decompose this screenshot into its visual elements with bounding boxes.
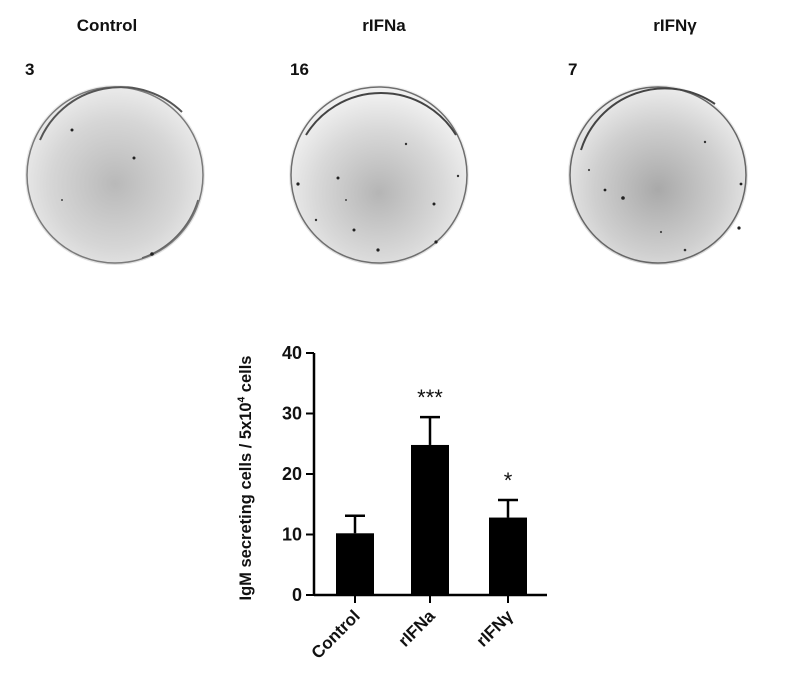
y-axis-label: IgM secreting cells / 5x104 cells bbox=[236, 356, 256, 601]
well-title-rifna: rIFNa bbox=[362, 16, 406, 35]
well-title-control: Control bbox=[76, 16, 138, 35]
x-tick-label: rIFNa bbox=[395, 606, 440, 651]
y-tick-label: 20 bbox=[282, 464, 302, 484]
y-tick-label: 0 bbox=[292, 585, 302, 605]
y-tick-label: 40 bbox=[282, 343, 302, 363]
well-count-rifng: 7 bbox=[568, 60, 578, 79]
well-image-rifng bbox=[568, 85, 748, 265]
significance-marker: * bbox=[504, 468, 513, 493]
y-axis-label-tail: cells bbox=[236, 355, 255, 397]
well-count-rifna: 16 bbox=[290, 60, 309, 79]
well-title-rifng: rIFNγ bbox=[653, 16, 697, 35]
well-image-control bbox=[25, 85, 205, 265]
bar bbox=[411, 444, 449, 595]
y-axis-label-exponent: 4 bbox=[236, 396, 248, 403]
y-tick-label: 30 bbox=[282, 404, 302, 424]
x-tick-label: Control bbox=[308, 606, 364, 662]
y-axis-label-main: IgM secreting cells / 5x10 bbox=[236, 402, 255, 601]
x-tick-label: rIFNγ bbox=[473, 606, 518, 651]
well-count-control: 3 bbox=[25, 60, 35, 79]
bar bbox=[336, 533, 374, 595]
significance-marker: *** bbox=[417, 385, 443, 410]
y-tick-label: 10 bbox=[282, 525, 302, 545]
well-image-rifna bbox=[289, 85, 469, 265]
bar bbox=[489, 517, 527, 595]
